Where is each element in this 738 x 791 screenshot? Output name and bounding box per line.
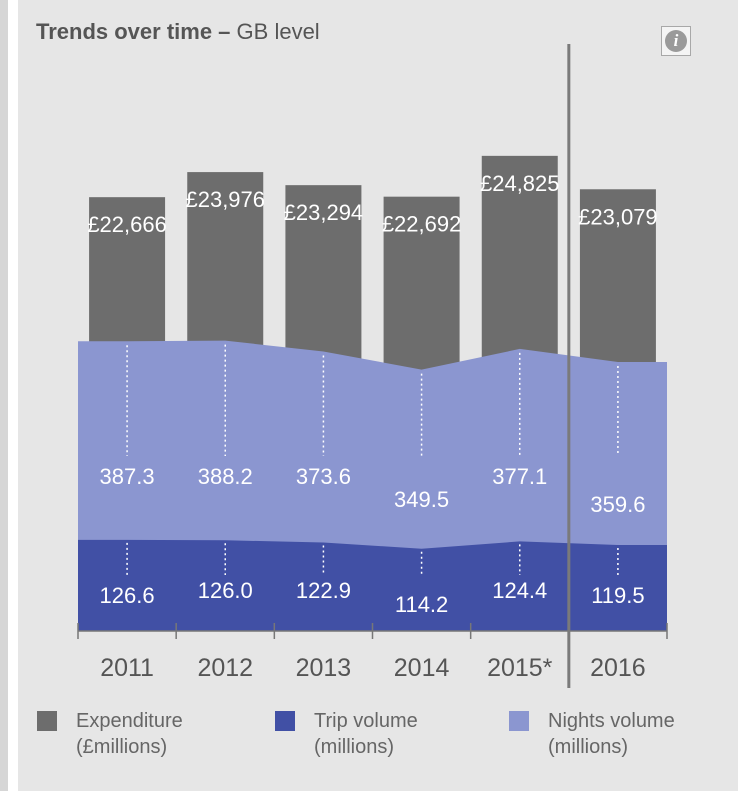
trip-label-2014: 114.2 (395, 592, 448, 617)
expenditure-label-2016: £23,079 (578, 204, 658, 229)
trip-label-2015: 124.4 (492, 578, 547, 603)
expenditure-label-2011: £22,666 (87, 212, 167, 237)
expenditure-label-2012: £23,976 (185, 187, 265, 212)
title-rest: GB level (236, 19, 320, 44)
expenditure-label-2013: £23,294 (284, 200, 364, 225)
nights-label-2011: 387.3 (100, 464, 155, 489)
x-tick-label-2016: 2016 (590, 654, 646, 682)
legend-label-trip-volume: Trip volume (314, 710, 418, 732)
legend-item-expenditure: Expenditure (£millions) (37, 708, 183, 760)
legend-unit-nights-volume: (millions) (548, 736, 628, 758)
trip-volume-area (78, 539, 667, 631)
legend-item-nights-volume: Nights volume (millions) (509, 708, 675, 760)
trip-label-2016: 119.5 (591, 583, 644, 608)
trip-label-2013: 122.9 (296, 578, 351, 603)
info-button[interactable]: i (661, 26, 691, 56)
legend-label-expenditure: Expenditure (76, 710, 183, 732)
legend-swatch-trip-volume (275, 711, 295, 731)
nights-label-2012: 388.2 (198, 464, 253, 489)
x-tick-label-2011: 2011 (100, 654, 154, 682)
title-bold: Trends over time – (36, 19, 231, 44)
info-icon: i (665, 30, 687, 52)
legend-item-trip-volume: Trip volume (millions) (275, 708, 418, 760)
legend-label-nights-volume: Nights volume (548, 710, 675, 732)
trip-label-2011: 126.6 (100, 583, 155, 608)
x-tick-label-2013: 2013 (296, 654, 352, 682)
legend-unit-trip-volume: (millions) (314, 736, 394, 758)
x-tick-label-2015: 2015* (487, 654, 553, 682)
nights-label-2014: 349.5 (394, 487, 449, 512)
nights-label-2015: 377.1 (492, 464, 547, 489)
x-tick-label-2014: 2014 (394, 654, 450, 682)
x-tick-label-2012: 2012 (197, 654, 253, 682)
legend-unit-expenditure: (£millions) (76, 736, 168, 758)
chart-title: Trends over time – GB level (36, 19, 320, 45)
left-edge-strip (0, 0, 8, 791)
expenditure-label-2015: £24,825 (480, 171, 560, 196)
nights-label-2016: 359.6 (590, 492, 645, 517)
legend-swatch-expenditure (37, 711, 57, 731)
trip-label-2012: 126.0 (198, 578, 253, 603)
legend-swatch-nights-volume (509, 711, 529, 731)
nights-label-2013: 373.6 (296, 464, 351, 489)
expenditure-label-2014: £22,692 (382, 212, 462, 237)
